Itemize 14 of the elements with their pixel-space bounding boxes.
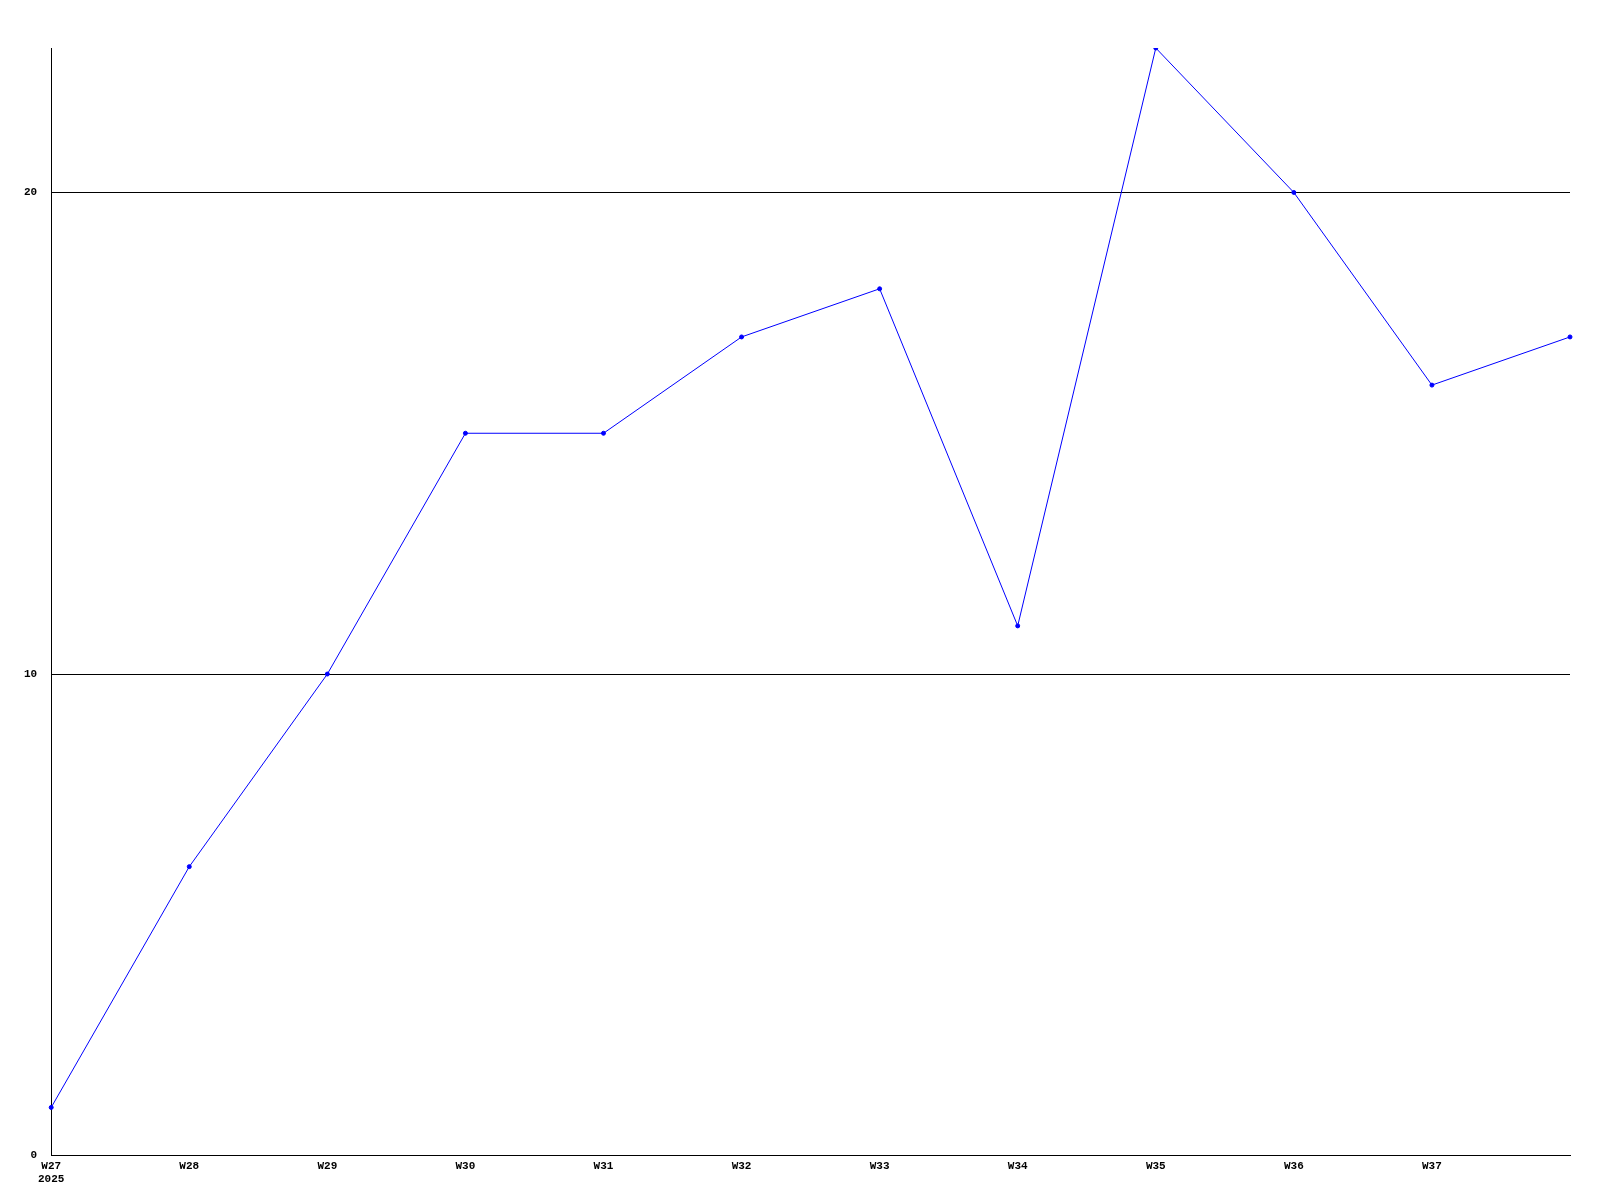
x-tick-label: W30	[455, 1159, 476, 1172]
x-tick-label: W32	[731, 1159, 752, 1172]
x-tick-label: W28	[179, 1159, 200, 1172]
x-tick-label: W36	[1283, 1159, 1304, 1172]
y-tick-label: 10	[24, 667, 38, 680]
x-tick-label: W37	[1422, 1159, 1442, 1172]
x-tick-label: W34	[1007, 1159, 1029, 1172]
x-tick-label: W27 2025	[38, 1159, 65, 1186]
y-tick-label: 0	[30, 1149, 38, 1162]
x-tick-label: W35	[1145, 1159, 1167, 1172]
x-tick-label: W31	[593, 1159, 614, 1172]
x-tick-label: W33	[869, 1159, 890, 1172]
x-tick-label: W29	[317, 1159, 338, 1172]
y-tick-label: 20	[24, 186, 38, 199]
